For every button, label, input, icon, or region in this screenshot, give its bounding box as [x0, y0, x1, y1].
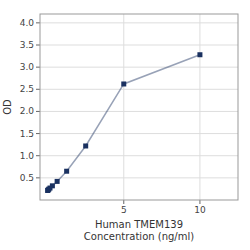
marker: [55, 179, 60, 184]
tick: [36, 45, 40, 46]
tick: [36, 155, 40, 156]
marker: [50, 183, 55, 188]
tick-label: 0.5: [20, 173, 34, 183]
y-axis-label: OD: [2, 99, 13, 115]
grid-line: [199, 14, 200, 200]
marker: [83, 143, 88, 148]
tick: [36, 89, 40, 90]
grid-line: [40, 45, 238, 46]
tick: [123, 200, 124, 204]
tick: [199, 200, 200, 204]
marker: [121, 81, 126, 86]
chart-container: 0.51.01.52.02.53.03.54.0510Human TMEM139…: [0, 0, 250, 250]
tick-label: 10: [194, 205, 206, 215]
tick-label: 2.0: [20, 106, 35, 116]
tick-label: 2.5: [20, 84, 34, 94]
tick-label: 1.0: [20, 151, 35, 161]
tick-label: 3.0: [20, 62, 35, 72]
grid-line: [40, 22, 238, 23]
grid-line: [40, 89, 238, 90]
tick-label: 1.5: [20, 129, 34, 139]
marker: [197, 52, 202, 57]
tick: [36, 67, 40, 68]
tick-label: 3.5: [20, 40, 34, 50]
grid-line: [40, 155, 238, 156]
marker: [64, 169, 69, 174]
tick-label: 4.0: [20, 18, 35, 28]
tick: [36, 111, 40, 112]
line: [48, 55, 200, 191]
tick: [36, 177, 40, 178]
grid-line: [40, 133, 238, 134]
axes: 0.5 1.0 1.5 2.0 2.5 3.0 3.5 4.0 5 10: [20, 14, 238, 215]
x-axis-label-line: Concentration (ng/ml): [84, 231, 194, 242]
tick: [36, 22, 40, 23]
tick-label: 5: [121, 205, 127, 215]
grid-line: [40, 177, 238, 178]
tick: [36, 133, 40, 134]
plot-frame: [40, 14, 238, 200]
chart: 0.51.01.52.02.53.03.54.0510Human TMEM139…: [0, 0, 250, 250]
grid-line: [40, 67, 238, 68]
plot-area: [45, 52, 202, 193]
grid: [40, 14, 238, 200]
x-axis-label-line: Human TMEM139: [95, 219, 183, 230]
x-axis-label: Human TMEM139Concentration (ng/ml): [84, 219, 194, 242]
grid-line: [40, 111, 238, 112]
grid-line: [123, 14, 124, 200]
